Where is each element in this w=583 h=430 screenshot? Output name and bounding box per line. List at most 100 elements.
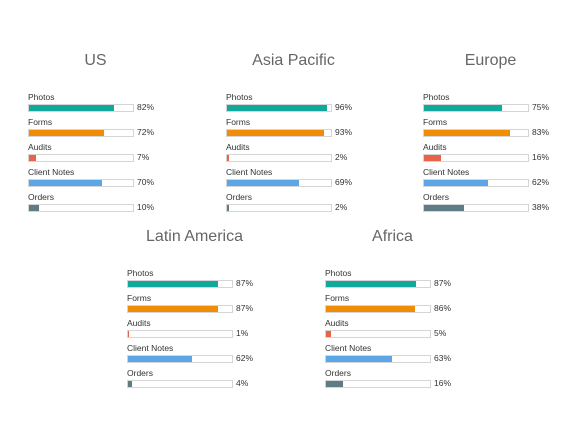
bar-track bbox=[423, 154, 529, 162]
value-label: 96% bbox=[335, 102, 353, 112]
category-label: Photos bbox=[325, 268, 352, 278]
bar-photos bbox=[29, 105, 114, 111]
bar-track bbox=[226, 104, 332, 112]
bar-audits bbox=[227, 155, 229, 161]
category-label: Photos bbox=[423, 92, 450, 102]
bar-orders bbox=[29, 205, 39, 211]
value-label: 62% bbox=[236, 353, 254, 363]
bar-track bbox=[325, 380, 431, 388]
bar-audits bbox=[128, 331, 129, 337]
value-label: 5% bbox=[434, 328, 447, 338]
bar-audits bbox=[29, 155, 36, 161]
value-label: 4% bbox=[236, 378, 249, 388]
chart-title: US bbox=[84, 52, 107, 69]
bar-photos bbox=[326, 281, 416, 287]
bar-client-notes bbox=[128, 356, 192, 362]
category-label: Photos bbox=[127, 268, 154, 278]
category-label: Client Notes bbox=[226, 167, 273, 177]
category-label: Forms bbox=[28, 117, 53, 127]
category-label: Forms bbox=[226, 117, 251, 127]
bar-track bbox=[127, 305, 233, 313]
value-label: 62% bbox=[532, 177, 550, 187]
bar-track bbox=[226, 129, 332, 137]
bar-track bbox=[226, 179, 332, 187]
bar-client-notes bbox=[326, 356, 392, 362]
bar-orders bbox=[227, 205, 229, 211]
bar-track bbox=[325, 355, 431, 363]
value-label: 82% bbox=[137, 102, 155, 112]
category-label: Orders bbox=[127, 368, 153, 378]
value-label: 75% bbox=[532, 102, 550, 112]
bar-track bbox=[325, 305, 431, 313]
bar-track bbox=[423, 179, 529, 187]
category-label: Photos bbox=[28, 92, 55, 102]
category-label: Audits bbox=[127, 318, 151, 328]
bar-forms bbox=[424, 130, 510, 136]
bar-track bbox=[28, 204, 134, 212]
category-label: Client Notes bbox=[325, 343, 372, 353]
bar-forms bbox=[227, 130, 324, 136]
bar-track bbox=[28, 104, 134, 112]
value-label: 38% bbox=[532, 202, 550, 212]
bar-audits bbox=[326, 331, 331, 337]
bar-forms bbox=[326, 306, 415, 312]
value-label: 2% bbox=[335, 152, 348, 162]
bar-track bbox=[325, 330, 431, 338]
bar-track bbox=[423, 129, 529, 137]
category-label: Client Notes bbox=[127, 343, 174, 353]
bar-track bbox=[28, 179, 134, 187]
bar-forms bbox=[128, 306, 218, 312]
bar-audits bbox=[424, 155, 441, 161]
bar-track bbox=[226, 204, 332, 212]
category-label: Orders bbox=[226, 192, 252, 202]
value-label: 69% bbox=[335, 177, 353, 187]
value-label: 1% bbox=[236, 328, 249, 338]
bar-track bbox=[423, 104, 529, 112]
bar-track bbox=[28, 129, 134, 137]
bar-track bbox=[127, 280, 233, 288]
value-label: 70% bbox=[137, 177, 155, 187]
chart-title: Africa bbox=[372, 228, 413, 245]
category-label: Orders bbox=[423, 192, 449, 202]
category-label: Forms bbox=[423, 117, 448, 127]
category-label: Client Notes bbox=[423, 167, 470, 177]
value-label: 10% bbox=[137, 202, 155, 212]
category-label: Client Notes bbox=[28, 167, 75, 177]
bar-track bbox=[127, 330, 233, 338]
category-label: Audits bbox=[226, 142, 250, 152]
category-label: Photos bbox=[226, 92, 253, 102]
bar-client-notes bbox=[424, 180, 488, 186]
category-label: Orders bbox=[325, 368, 351, 378]
bar-track bbox=[127, 355, 233, 363]
chart-title: Asia Pacific bbox=[252, 52, 335, 69]
bar-track bbox=[325, 280, 431, 288]
category-label: Audits bbox=[423, 142, 447, 152]
bar-client-notes bbox=[227, 180, 299, 186]
bar-track bbox=[423, 204, 529, 212]
value-label: 16% bbox=[532, 152, 550, 162]
value-label: 86% bbox=[434, 303, 452, 313]
value-label: 87% bbox=[434, 278, 452, 288]
category-label: Audits bbox=[325, 318, 349, 328]
bar-photos bbox=[227, 105, 327, 111]
value-label: 83% bbox=[532, 127, 550, 137]
bar-track bbox=[226, 154, 332, 162]
category-label: Forms bbox=[127, 293, 152, 303]
category-label: Audits bbox=[28, 142, 52, 152]
chart-title: Europe bbox=[464, 52, 517, 69]
chart-title: Latin America bbox=[146, 228, 243, 245]
value-label: 93% bbox=[335, 127, 353, 137]
bar-track bbox=[127, 380, 233, 388]
value-label: 63% bbox=[434, 353, 452, 363]
bar-photos bbox=[424, 105, 502, 111]
value-label: 16% bbox=[434, 378, 452, 388]
value-label: 87% bbox=[236, 278, 254, 288]
bar-client-notes bbox=[29, 180, 102, 186]
bar-forms bbox=[29, 130, 104, 136]
category-label: Forms bbox=[325, 293, 350, 303]
value-label: 72% bbox=[137, 127, 155, 137]
bar-orders bbox=[326, 381, 343, 387]
value-label: 2% bbox=[335, 202, 348, 212]
value-label: 7% bbox=[137, 152, 150, 162]
bar-track bbox=[28, 154, 134, 162]
